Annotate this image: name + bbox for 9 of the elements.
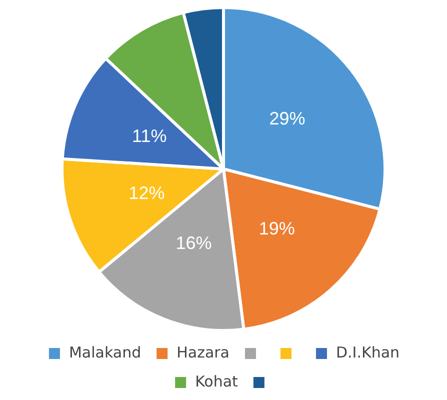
data-label: 19% [258, 218, 295, 239]
legend-label: D.I.Khan [336, 343, 400, 362]
data-label: 11% [132, 126, 167, 146]
legend-label: Malakand [68, 343, 142, 362]
legend-label: Hazara [176, 343, 230, 362]
data-label: 16% [176, 233, 212, 254]
data-label: 29% [269, 108, 306, 128]
data-label: 12% [128, 182, 165, 203]
legend-label: Kohat [195, 372, 238, 390]
